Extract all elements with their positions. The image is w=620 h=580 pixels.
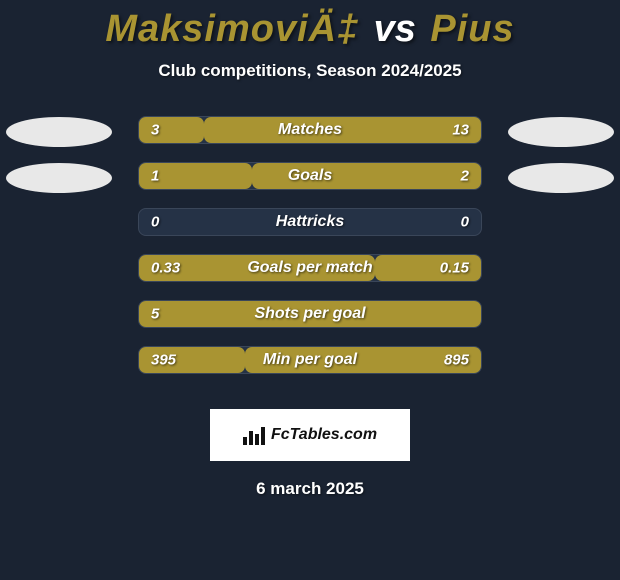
subtitle: Club competitions, Season 2024/2025 [0,61,620,81]
player2-name: Pius [430,8,514,50]
player1-badge [6,117,112,147]
stat-value-left: 3 [151,122,159,139]
comparison-title: MaksimoviÄ‡ vs Pius [0,0,620,51]
stat-value-left: 0.33 [151,260,180,277]
stat-bar-left-fill [139,117,204,143]
stats-chart: Matches 3 13 Goals 1 2 Hattricks 0 0 Goals per ma… [0,119,620,395]
stat-label: Shots per goal [254,305,365,323]
stat-bar-track: Goals per match 0.33 0.15 [138,254,482,282]
stat-bar-right-fill [252,163,481,189]
stat-value-right: 0.15 [440,260,469,277]
stat-bar-track: Matches 3 13 [138,116,482,144]
player1-name: MaksimoviÄ‡ [105,8,359,50]
bars-icon [243,425,265,445]
player2-badge [508,163,614,193]
stat-value-right: 13 [452,122,469,139]
stat-label: Goals [288,167,332,185]
stat-bar-right-fill [204,117,481,143]
stat-bar-track: Hattricks 0 0 [138,208,482,236]
stat-row: Goals per match 0.33 0.15 [0,257,620,303]
stat-value-right: 0 [461,214,469,231]
stat-label: Min per goal [263,351,357,369]
player2-badge [508,117,614,147]
stat-value-left: 5 [151,306,159,323]
player1-badge [6,163,112,193]
stat-value-left: 1 [151,168,159,185]
stat-value-left: 395 [151,352,176,369]
date-text: 6 march 2025 [0,479,620,499]
stat-row: Hattricks 0 0 [0,211,620,257]
vs-label: vs [374,8,416,50]
stat-row: Min per goal 395 895 [0,349,620,395]
stat-label: Hattricks [276,213,344,231]
stat-bar-track: Goals 1 2 [138,162,482,190]
stat-row: Matches 3 13 [0,119,620,165]
logo-text: FcTables.com [271,426,377,444]
stat-label: Matches [278,121,342,139]
stat-value-right: 2 [461,168,469,185]
fctables-logo: FcTables.com [210,409,410,461]
stat-value-right: 895 [444,352,469,369]
stat-value-left: 0 [151,214,159,231]
stat-row: Shots per goal 5 [0,303,620,349]
stat-label: Goals per match [247,259,372,277]
stat-row: Goals 1 2 [0,165,620,211]
stat-bar-track: Min per goal 395 895 [138,346,482,374]
stat-bar-track: Shots per goal 5 [138,300,482,328]
